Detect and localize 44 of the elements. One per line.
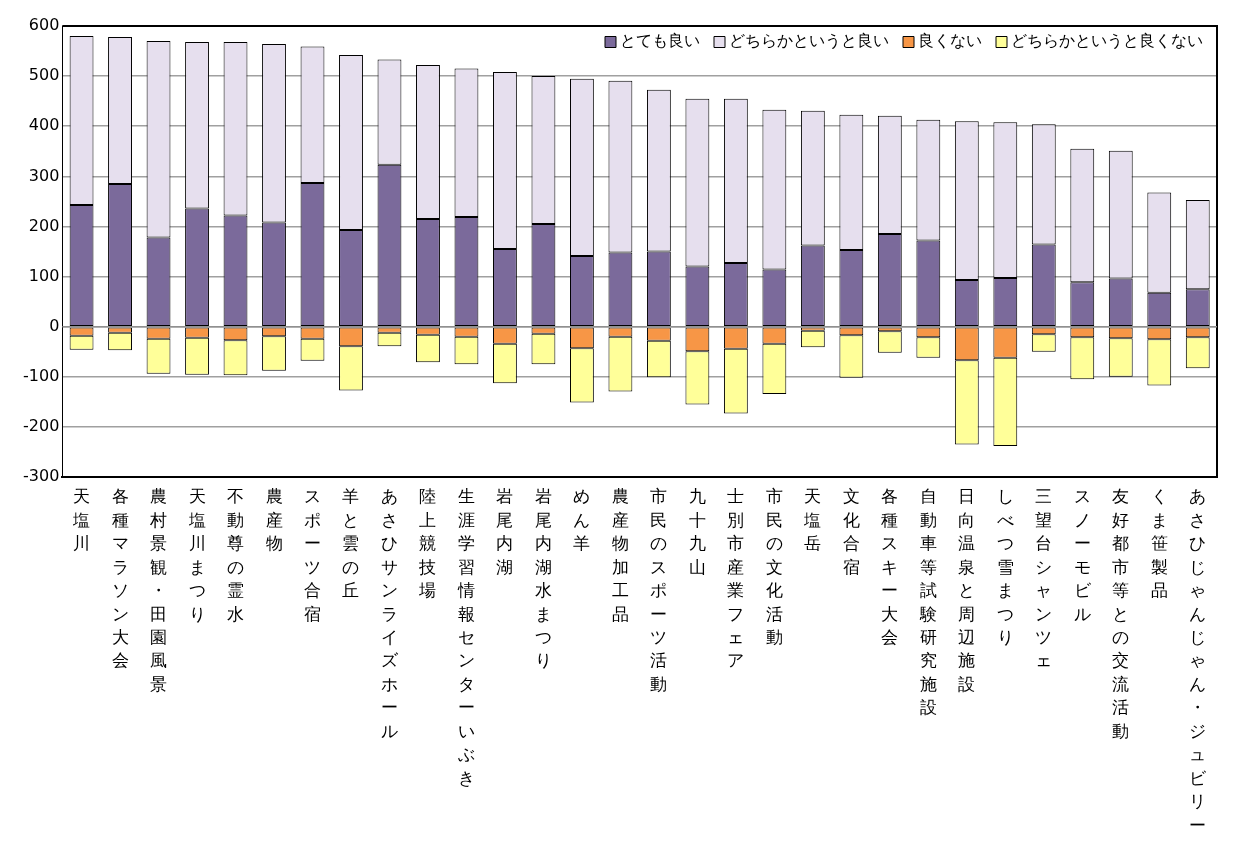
x-tick-label: 文化合宿 bbox=[842, 486, 860, 577]
x-tick-label: 各種マラソン大会 bbox=[111, 486, 129, 671]
x-tick-label: 天塩岳 bbox=[803, 486, 822, 554]
y-tick-label: 100 bbox=[28, 265, 60, 285]
y-tick-label: -100 bbox=[23, 366, 60, 386]
category-label: 日向温泉と周辺施設 bbox=[958, 486, 976, 694]
category-label: あさひサンライズホール bbox=[380, 486, 398, 741]
x-tick-label: スノーモビル bbox=[1073, 486, 1092, 624]
x-tick-label: 天塩川 bbox=[72, 486, 91, 554]
x-tick-label: 天塩川まつり bbox=[187, 486, 206, 624]
category-label: 市民のスポーツ活動 bbox=[650, 486, 668, 694]
legend-label: どちらかというと良くない bbox=[1011, 31, 1203, 51]
category-label: 自動車等試験研究施設 bbox=[919, 486, 937, 718]
y-tick-label: -300 bbox=[23, 466, 60, 486]
legend-label: どちらかというと良い bbox=[729, 31, 889, 51]
x-tick-label: 陸上競技場 bbox=[418, 486, 437, 601]
x-tick-label: 士別市産業フェア bbox=[727, 486, 745, 671]
y-tick-label: 0 bbox=[49, 315, 60, 335]
y-tick-label: 600 bbox=[28, 15, 60, 35]
x-tick-label: 各種スキー大会 bbox=[881, 486, 899, 648]
x-tick-label: 九十九山 bbox=[688, 486, 706, 577]
category-label: 友好都市等との交流活動 bbox=[1112, 486, 1130, 741]
legend-label: とても良い bbox=[620, 31, 700, 51]
x-tick-label: 農産物加工品 bbox=[611, 486, 629, 624]
y-tick-label: -200 bbox=[23, 416, 60, 436]
x-tick-label: スポーツ合宿 bbox=[303, 486, 321, 624]
x-tick-label: 羊と雲の丘 bbox=[342, 486, 360, 601]
category-label: 生涯学習情報センターいぶき bbox=[457, 486, 475, 788]
x-tick-label: 農産物 bbox=[265, 486, 283, 554]
y-tick-label: 400 bbox=[28, 115, 60, 135]
x-tick-label: めん羊 bbox=[573, 486, 591, 554]
legend-label: 良くない bbox=[918, 31, 982, 51]
x-tick-label: 三望台シャンツェ bbox=[1035, 486, 1053, 671]
y-tick-label: 500 bbox=[28, 65, 60, 85]
x-tick-label: しべつ雪まつり bbox=[996, 486, 1014, 648]
x-tick-label: 岩尾内湖 bbox=[496, 486, 514, 577]
x-tick-label: 市民の文化活動 bbox=[765, 486, 783, 648]
category-label: あさひじゃんじゃん・ジュビリー bbox=[1189, 486, 1207, 835]
category-label: 農村景観・田園風景 bbox=[150, 486, 168, 694]
y-tick-label: 300 bbox=[28, 165, 60, 185]
x-tick-label: 岩尾内湖水まつり bbox=[534, 486, 552, 671]
y-tick-label: 200 bbox=[28, 215, 60, 235]
x-tick-label: 不動尊の霊水 bbox=[227, 486, 245, 624]
x-tick-label: くま笹製品 bbox=[1150, 486, 1168, 601]
